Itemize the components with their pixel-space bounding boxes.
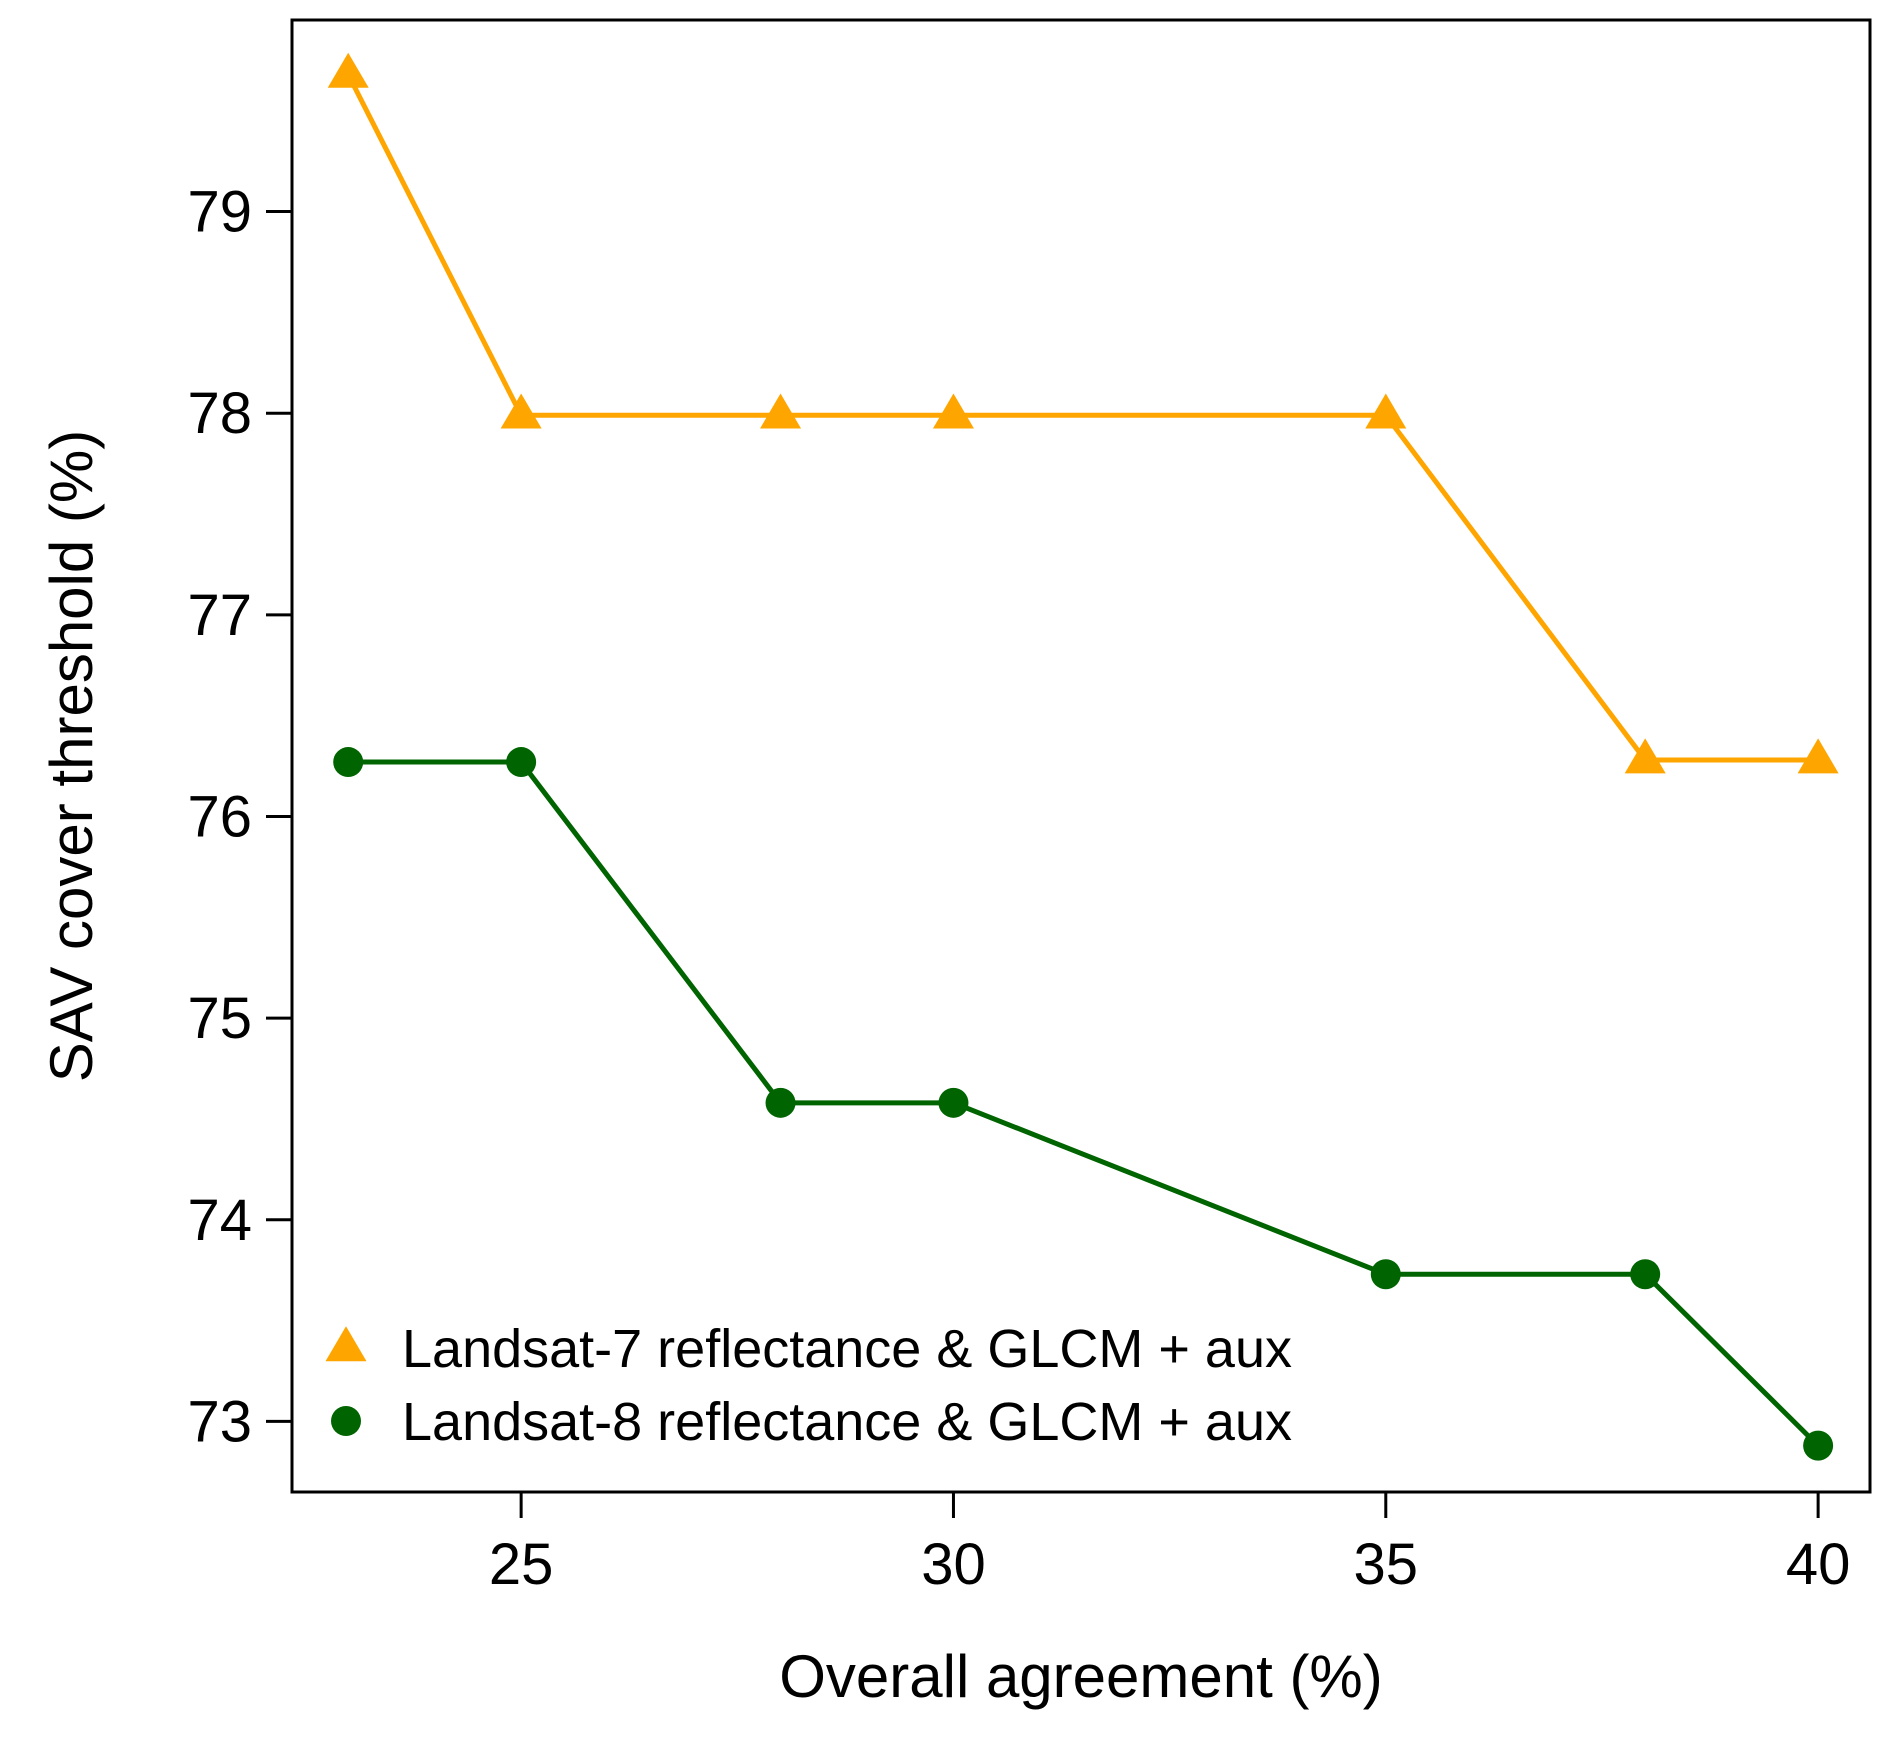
y-tick-label: 77 xyxy=(187,583,252,648)
legend-triangle-icon xyxy=(325,1326,367,1362)
y-tick-label: 75 xyxy=(187,986,252,1051)
x-tick-label: 40 xyxy=(1786,1532,1851,1597)
x-axis-title: Overall agreement (%) xyxy=(779,1643,1383,1710)
legend-label: Landsat-7 reflectance & GLCM + aux xyxy=(402,1319,1292,1379)
legend-circle-icon xyxy=(331,1406,361,1436)
y-tick-label: 73 xyxy=(187,1389,252,1454)
x-tick-label: 30 xyxy=(921,1532,986,1597)
legend: Landsat-7 reflectance & GLCM + aux Landsa… xyxy=(325,1319,1292,1452)
triangle-point xyxy=(1797,738,1839,774)
triangle-point xyxy=(1624,738,1666,774)
y-axis-title: SAV cover threshold (%) xyxy=(38,430,105,1082)
triangle-point xyxy=(500,393,542,429)
triangle-point xyxy=(760,393,802,429)
series-2 xyxy=(333,747,1834,1461)
circle-point xyxy=(765,1087,796,1118)
series-line xyxy=(345,73,1819,763)
circle-point xyxy=(506,747,537,778)
circle-point xyxy=(938,1087,969,1118)
plot-frame xyxy=(290,18,1872,1494)
x-axis: 25 30 35 40 xyxy=(489,1492,1851,1597)
series-layer xyxy=(327,52,1839,1461)
triangle-point xyxy=(932,393,974,429)
triangle-point xyxy=(327,52,369,88)
x-tick-label: 35 xyxy=(1354,1532,1419,1597)
y-tick-label: 79 xyxy=(187,180,252,245)
circle-point xyxy=(1630,1259,1661,1290)
circle-point xyxy=(333,747,364,778)
y-tick-label: 78 xyxy=(187,381,252,446)
triangle-point xyxy=(1365,393,1407,429)
y-axis: 73 74 75 76 77 78 79 xyxy=(187,180,292,1454)
series-1 xyxy=(327,52,1839,774)
legend-label: Landsat-8 reflectance & GLCM + aux xyxy=(402,1392,1292,1452)
y-tick-label: 76 xyxy=(187,784,252,849)
y-tick-label: 74 xyxy=(187,1188,252,1253)
circle-point xyxy=(1803,1430,1834,1461)
x-tick-label: 25 xyxy=(489,1532,554,1597)
circle-point xyxy=(1370,1259,1401,1290)
